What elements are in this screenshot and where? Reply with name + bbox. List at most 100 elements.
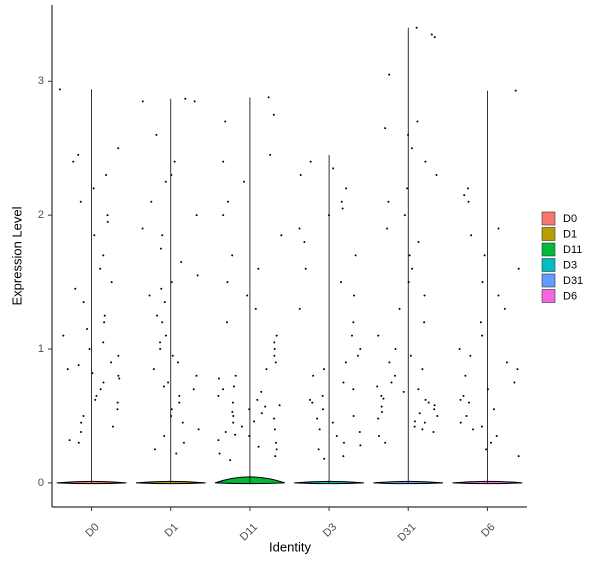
- legend-label: D31: [563, 275, 583, 287]
- point: [254, 307, 257, 310]
- point: [74, 287, 77, 290]
- point: [226, 281, 229, 284]
- point: [489, 441, 492, 444]
- point: [234, 374, 237, 377]
- point: [352, 388, 355, 391]
- point: [505, 361, 508, 364]
- point: [150, 200, 153, 203]
- point: [513, 381, 516, 384]
- point: [352, 294, 355, 297]
- point: [272, 113, 275, 116]
- point: [260, 390, 263, 393]
- point: [275, 441, 278, 444]
- x-tick-label: D1: [162, 521, 180, 539]
- point: [222, 160, 225, 163]
- point: [384, 441, 387, 444]
- point: [472, 428, 475, 431]
- point: [376, 385, 379, 388]
- point: [79, 200, 82, 203]
- legend-key: [541, 211, 556, 226]
- x-tick-label: D11: [238, 521, 260, 543]
- point: [82, 301, 85, 304]
- point: [265, 368, 268, 371]
- point: [94, 398, 97, 401]
- point: [273, 417, 276, 420]
- point: [406, 187, 409, 190]
- x-tick-label: D0: [83, 521, 101, 539]
- point: [312, 374, 315, 377]
- point: [222, 214, 225, 217]
- point: [77, 441, 80, 444]
- x-tick-label: D6: [479, 521, 497, 539]
- point: [298, 227, 301, 230]
- point: [195, 214, 198, 217]
- point: [402, 390, 405, 393]
- point: [152, 368, 155, 371]
- point: [72, 160, 75, 163]
- point: [116, 408, 119, 411]
- point: [413, 425, 416, 428]
- point: [480, 425, 483, 428]
- point: [386, 227, 389, 230]
- legend-key: [541, 258, 556, 272]
- point: [350, 334, 353, 337]
- point: [102, 254, 105, 257]
- point: [417, 388, 420, 391]
- point: [463, 194, 466, 197]
- point: [80, 421, 83, 424]
- point: [77, 364, 80, 367]
- point: [421, 368, 424, 371]
- point: [118, 377, 121, 380]
- point: [342, 441, 345, 444]
- point: [105, 174, 108, 177]
- point: [339, 281, 342, 284]
- point: [102, 381, 105, 384]
- point: [264, 405, 267, 408]
- point: [483, 254, 486, 257]
- legend-label: D0: [563, 213, 577, 225]
- point: [387, 200, 390, 203]
- point: [246, 294, 249, 297]
- point: [423, 321, 426, 324]
- point: [318, 428, 321, 431]
- point: [382, 397, 385, 400]
- point: [197, 428, 200, 431]
- point: [516, 368, 519, 371]
- point: [224, 431, 227, 434]
- point: [161, 321, 164, 324]
- point: [180, 261, 183, 264]
- point: [269, 153, 272, 156]
- point: [464, 374, 467, 377]
- legend-label: D3: [563, 259, 577, 271]
- point: [195, 374, 198, 377]
- point: [231, 401, 234, 404]
- point: [430, 33, 433, 36]
- point: [91, 372, 94, 375]
- point: [403, 214, 406, 217]
- point: [423, 294, 426, 297]
- point: [497, 227, 500, 230]
- point: [433, 408, 436, 411]
- point: [432, 431, 435, 434]
- point: [481, 334, 484, 337]
- point: [517, 455, 520, 458]
- point: [111, 425, 114, 428]
- point: [257, 445, 260, 448]
- point: [106, 214, 109, 217]
- point: [155, 133, 158, 136]
- point: [240, 425, 243, 428]
- point: [409, 354, 412, 357]
- point: [481, 281, 484, 284]
- point: [304, 267, 307, 270]
- point: [218, 452, 221, 455]
- point: [497, 294, 500, 297]
- point: [167, 381, 170, 384]
- point: [159, 348, 162, 351]
- point: [308, 398, 311, 401]
- point: [256, 398, 259, 401]
- point: [413, 420, 416, 423]
- point: [141, 227, 144, 230]
- point: [332, 167, 335, 170]
- point: [317, 448, 320, 451]
- point: [161, 234, 164, 237]
